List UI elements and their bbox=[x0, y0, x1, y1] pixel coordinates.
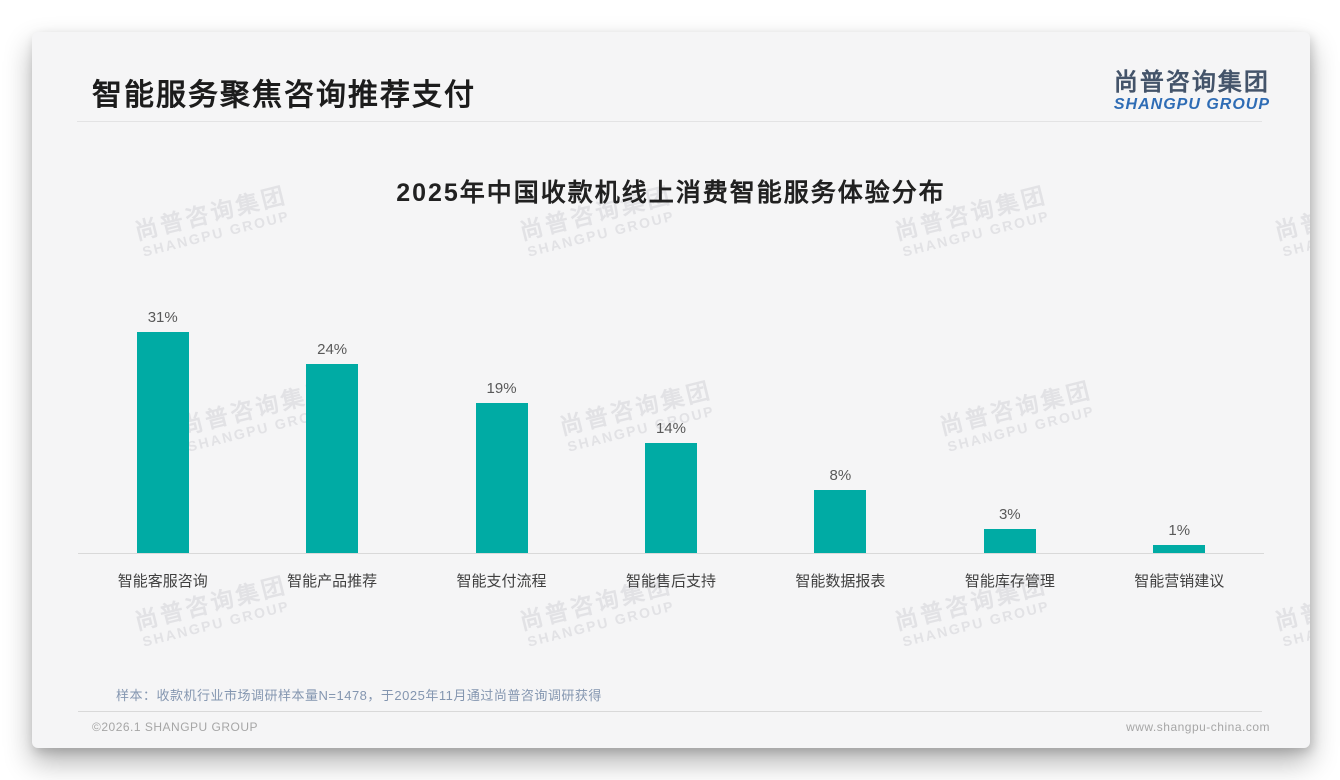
bar-group: 24% 智能产品推荐 bbox=[247, 309, 416, 590]
logo-chinese-name: 尚普咨询集团 bbox=[1113, 69, 1270, 96]
bar-group: 1% 智能营销建议 bbox=[1095, 309, 1264, 590]
watermark-english: SHANGPU GROUP bbox=[525, 597, 677, 651]
bar-category-label: 智能产品推荐 bbox=[287, 573, 378, 590]
website-url: www.shangpu-china.com bbox=[1126, 720, 1270, 734]
watermark-english: SHANGPU GROUP bbox=[140, 207, 292, 261]
watermark-english: SHANGPU GROUP bbox=[1280, 598, 1310, 651]
watermark-english: SHANGPU GROUP bbox=[140, 597, 292, 651]
bar bbox=[644, 443, 697, 553]
bar-category-label: 智能支付流程 bbox=[456, 573, 547, 590]
watermark-english: SHANGPU GROUP bbox=[525, 207, 677, 261]
slide-card: 尚普咨询集团 SHANGPU GROUP 尚普咨询集团 SHANGPU GROUP 尚普… bbox=[32, 32, 1310, 748]
bar-category-label: 智能客服咨询 bbox=[117, 573, 208, 590]
bar bbox=[1153, 545, 1206, 553]
bar-value-label: 31% bbox=[147, 309, 178, 326]
watermark-english: SHANGPU GROUP bbox=[900, 597, 1052, 651]
logo-english-name: SHANGPU GROUP bbox=[1113, 96, 1270, 114]
bar-category-label: 智能营销建议 bbox=[1134, 573, 1225, 590]
chart-title: 2025年中国收款机线上消费智能服务体验分布 bbox=[396, 179, 946, 207]
bar-category-label: 智能售后支持 bbox=[625, 573, 716, 590]
bar-value-label: 3% bbox=[998, 506, 1021, 523]
bar-value-label: 1% bbox=[1168, 522, 1191, 539]
sample-note: 样本：收款机行业市场调研样本量N=1478，于2025年11月通过尚普咨询调研获… bbox=[116, 688, 602, 703]
bar-group: 3% 智能库存管理 bbox=[925, 309, 1094, 590]
bar-value-label: 19% bbox=[486, 380, 517, 397]
bar bbox=[136, 332, 189, 553]
bar bbox=[306, 364, 359, 553]
header-divider bbox=[77, 121, 1262, 122]
bar-group: 14% 智能售后支持 bbox=[586, 309, 755, 590]
footer-divider bbox=[78, 711, 1262, 712]
bar-value-label: 24% bbox=[317, 341, 348, 358]
bar bbox=[983, 529, 1036, 553]
bar-group: 31% 智能客服咨询 bbox=[78, 309, 247, 590]
page-title: 智能服务聚焦咨询推荐支付 bbox=[92, 79, 476, 112]
bar-value-label: 8% bbox=[829, 467, 852, 484]
bar bbox=[475, 403, 528, 553]
watermark-chinese: 尚普咨询集团 bbox=[1272, 571, 1310, 635]
bar-chart: 31% 智能客服咨询 24% 智能产品推荐 19% 智能支付流程 14% 智能售后支持 8% 智能… bbox=[78, 309, 1264, 590]
watermark-english: SHANGPU GROUP bbox=[900, 207, 1052, 261]
bar-value-label: 14% bbox=[655, 420, 686, 437]
watermark-english: SHANGPU GROUP bbox=[1280, 208, 1310, 261]
bar-group: 19% 智能支付流程 bbox=[417, 309, 586, 590]
company-logo: 尚普咨询集团 SHANGPU GROUP bbox=[1114, 70, 1270, 114]
bar bbox=[814, 490, 867, 553]
bar-group: 8% 智能数据报表 bbox=[756, 309, 925, 590]
bar-category-label: 智能库存管理 bbox=[964, 573, 1055, 590]
copyright-text: ©2026.1 SHANGPU GROUP bbox=[92, 720, 259, 734]
bar-category-label: 智能数据报表 bbox=[795, 573, 886, 590]
